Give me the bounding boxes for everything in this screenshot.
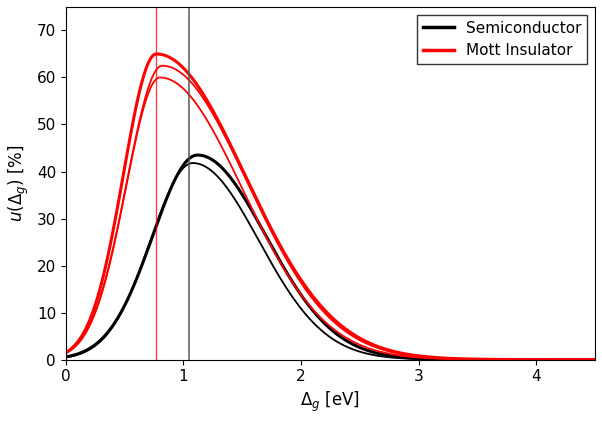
X-axis label: $\Delta_g$ [eV]: $\Delta_g$ [eV]: [300, 390, 361, 414]
Y-axis label: $u(\Delta_g)$ [%]: $u(\Delta_g)$ [%]: [7, 144, 31, 222]
Legend: Semiconductor, Mott Insulator: Semiconductor, Mott Insulator: [417, 15, 588, 64]
